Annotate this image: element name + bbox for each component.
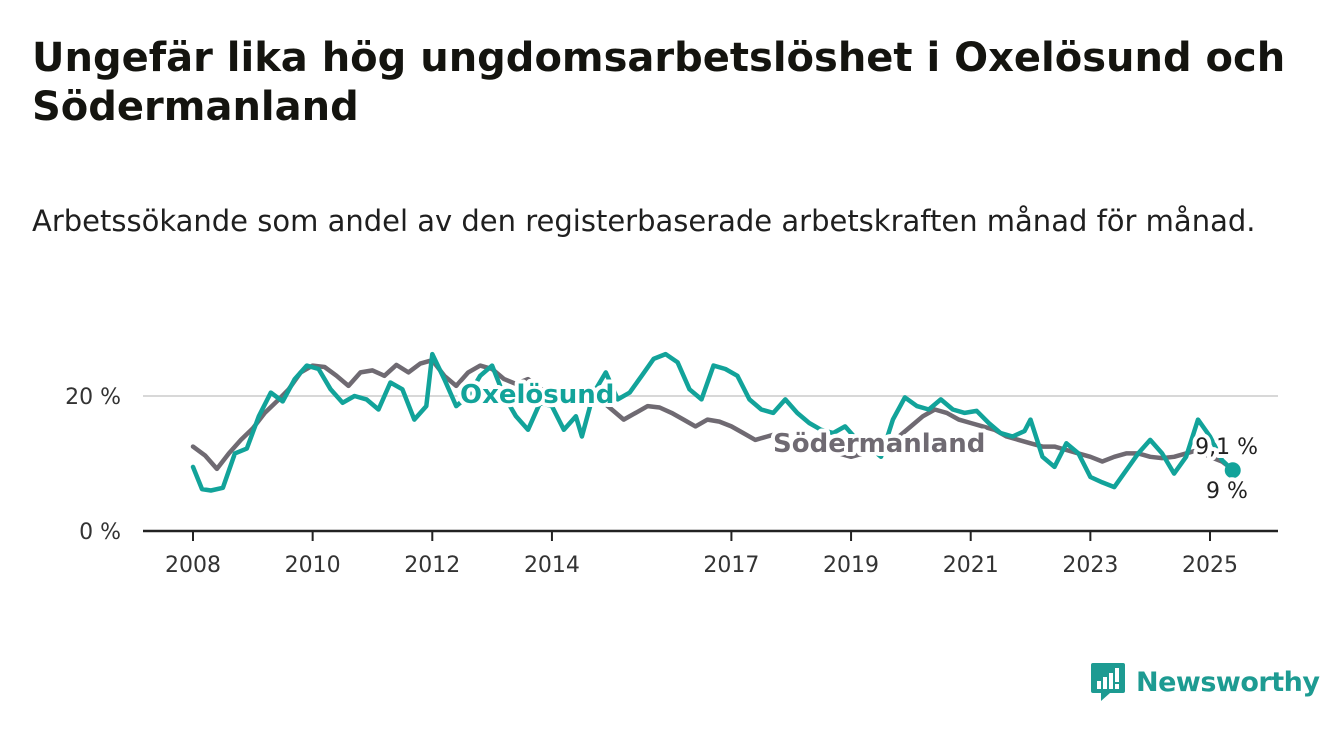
end-value-oxelosund: 9 % (1206, 479, 1248, 504)
x-tick-label: 2025 (1182, 553, 1238, 578)
oxelosund-end-marker (1224, 462, 1241, 479)
series-label-sodermanland-halo: Södermanland (773, 429, 985, 459)
y-tick-label: 0 % (79, 520, 121, 545)
x-tick-label: 2008 (165, 553, 221, 578)
x-tick-label: 2019 (823, 553, 879, 578)
end-value-oxelosund-halo: 9 % (1206, 479, 1248, 504)
chart-title: Ungefär lika hög ungdomsarbetslöshet i O… (32, 35, 1286, 130)
series-layer (190, 351, 1241, 493)
brand-name: Newsworthy (1136, 666, 1320, 698)
x-tick-label: 2023 (1062, 553, 1118, 578)
end-value-sodermanland: 9,1 % (1195, 435, 1258, 460)
x-tick-label: 2010 (285, 553, 341, 578)
y-tick-label: 20 % (65, 385, 121, 410)
axis-layer: 0 % 20 % 2008 2010 2012 2014 2017 2019 2021 2023 2… (65, 385, 1278, 578)
brand-logo: Newsworthy (1090, 660, 1320, 704)
x-tick-label: 2012 (404, 553, 460, 578)
series-label-oxelosund: Oxelösund (460, 380, 614, 410)
x-tick-label: 2017 (703, 553, 759, 578)
end-value-sodermanland-halo: 9,1 % (1195, 435, 1258, 460)
newsworthy-logo-icon (1091, 663, 1125, 701)
label-layer: OxelösundOxelösundSödermanlandSödermanla… (456, 376, 1262, 508)
series-line-södermanland (190, 357, 1235, 472)
series-line-oxelösund (190, 351, 1235, 493)
x-tick-label: 2021 (943, 553, 999, 578)
series-label-oxelosund-halo: Oxelösund (460, 380, 614, 410)
x-tick-label: 2014 (524, 553, 580, 578)
chart-subtitle: Arbetssökande som andel av den registerb… (32, 204, 1256, 238)
series-label-sodermanland: Södermanland (773, 429, 985, 459)
